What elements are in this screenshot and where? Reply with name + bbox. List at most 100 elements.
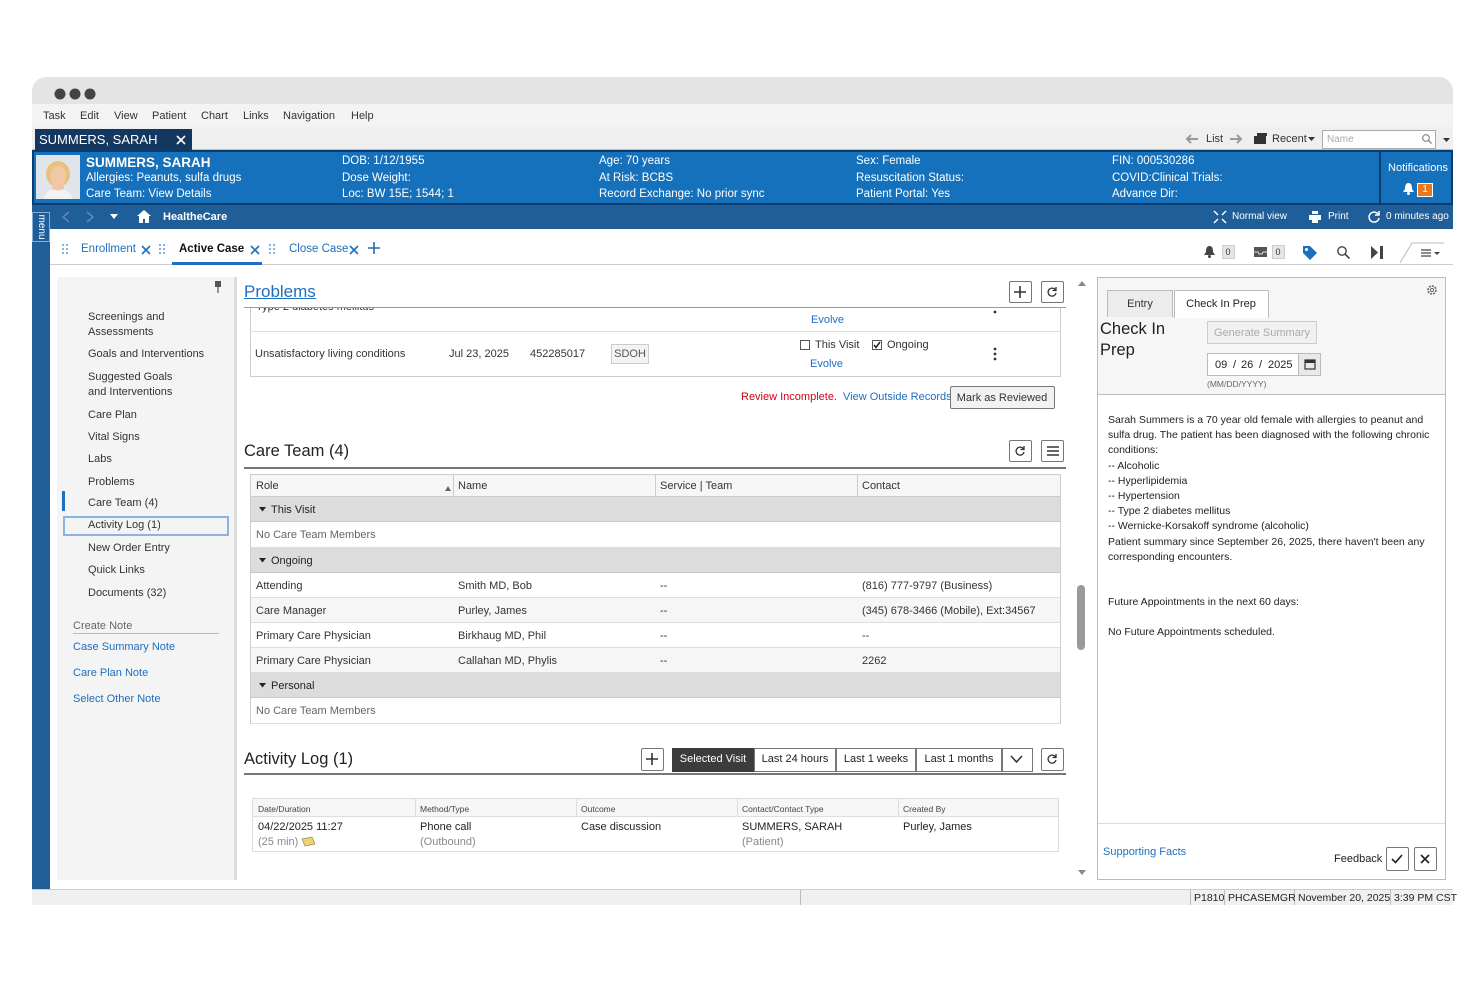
menu-item[interactable]: Help: [351, 110, 374, 122]
exit-icon[interactable]: [1371, 246, 1384, 259]
recent-button[interactable]: Recent: [1272, 133, 1307, 145]
note-link[interactable]: Care Plan Note: [73, 667, 149, 679]
row: [251, 648, 1060, 673]
problem-link[interactable]: Evolve: [810, 358, 844, 370]
note-link[interactable]: Case Summary Note: [73, 641, 176, 653]
nav-item[interactable]: Activity Log (1): [88, 519, 161, 531]
thumb-x[interactable]: [1420, 854, 1430, 864]
case-tab[interactable]: Close Case: [289, 243, 349, 255]
banner-field[interactable]: Care Team: View Details: [86, 188, 212, 200]
filter-label[interactable]: Last 1 weeks: [843, 753, 909, 765]
refresh-status[interactable]: 0 minutes ago: [1386, 211, 1449, 222]
button[interactable]: [1041, 748, 1064, 771]
plus-icon[interactable]: [368, 242, 380, 254]
panel-tab-label[interactable]: Entry: [1127, 298, 1153, 310]
filter-button[interactable]: [754, 748, 836, 772]
close-icon[interactable]: [349, 245, 359, 255]
nav-active-indicator: [62, 491, 65, 511]
filter-button[interactable]: [916, 748, 1002, 772]
normal-view-button[interactable]: Normal view: [1232, 211, 1288, 222]
outside-records-link[interactable]: View Outside Records: [843, 391, 952, 403]
plus-icon[interactable]: [646, 753, 658, 765]
nav-item[interactable]: Care Team (4): [88, 497, 159, 509]
nav-item[interactable]: Care Plan: [88, 409, 137, 421]
filter-button[interactable]: [836, 748, 916, 772]
section-title[interactable]: Problems: [244, 282, 316, 301]
kebab[interactable]: [993, 347, 997, 361]
nav-item[interactable]: Goals and Interventions: [88, 348, 205, 360]
patient-tab[interactable]: [35, 129, 192, 150]
checkbox[interactable]: [800, 340, 810, 350]
menu-item[interactable]: Patient: [152, 110, 187, 122]
nav-item[interactable]: Vital Signs: [88, 431, 140, 443]
menu-item[interactable]: Task: [43, 110, 66, 122]
scroll-thumb[interactable]: [1077, 585, 1085, 650]
filter-label[interactable]: Last 24 hours: [761, 753, 829, 765]
menu-toggle-label[interactable]: menu: [36, 214, 47, 240]
nav-item[interactable]: Screenings and Assessments: [88, 310, 165, 338]
refresh-icon[interactable]: [1047, 754, 1057, 764]
button[interactable]: [1041, 281, 1064, 303]
menu-toggle[interactable]: [32, 212, 50, 242]
button[interactable]: [1009, 440, 1032, 462]
tag-icon[interactable]: [1303, 246, 1317, 260]
scroll-up[interactable]: [1078, 281, 1086, 286]
cell: (345) 678-3466 (Mobile), Ext:34567: [862, 605, 1036, 617]
home-link[interactable]: HealtheCare: [163, 211, 228, 223]
refresh-icon[interactable]: [1015, 446, 1025, 456]
close-icon[interactable]: [176, 135, 186, 145]
close-icon[interactable]: [141, 245, 151, 255]
nav-section-label: Create Note: [73, 620, 133, 632]
menu-item[interactable]: Edit: [80, 110, 99, 122]
plus-icon[interactable]: [1014, 286, 1026, 298]
panel-tab[interactable]: [1107, 290, 1173, 317]
filter-dropdown[interactable]: [1002, 748, 1033, 772]
button[interactable]: [950, 386, 1055, 409]
note-link[interactable]: Select Other Note: [73, 693, 161, 705]
calendar-button[interactable]: [1298, 353, 1321, 376]
problem-link[interactable]: Evolve: [811, 314, 845, 326]
filter-label[interactable]: Last 1 months: [924, 753, 994, 765]
notifications-panel[interactable]: [1379, 152, 1451, 203]
row: [251, 573, 1060, 598]
panel-tab-active[interactable]: [1174, 290, 1269, 318]
bell-icon[interactable]: [1204, 246, 1215, 258]
list-button[interactable]: List: [1206, 133, 1224, 145]
menu-item[interactable]: Chart: [201, 110, 228, 122]
print-button[interactable]: Print: [1328, 211, 1349, 222]
gear-icon[interactable]: [1426, 284, 1438, 296]
nav-item[interactable]: Problems: [88, 476, 135, 488]
menu-item[interactable]: View: [114, 110, 138, 122]
nav-back[interactable]: [61, 211, 70, 223]
search-icon[interactable]: [1337, 246, 1351, 260]
menu-item[interactable]: Navigation: [283, 110, 335, 122]
nav-forward[interactable]: [86, 211, 95, 223]
search-input[interactable]: [1322, 130, 1436, 149]
nav-item[interactable]: Labs: [88, 453, 112, 465]
supporting-facts-link[interactable]: Supporting Facts: [1103, 846, 1187, 858]
case-tab[interactable]: Enrollment: [81, 243, 136, 255]
scroll-down[interactable]: [1078, 870, 1086, 875]
nav-item[interactable]: New Order Entry: [88, 542, 170, 554]
nav-item[interactable]: Suggested Goals and Interventions: [88, 370, 173, 398]
overflow-menu[interactable]: [1399, 242, 1444, 264]
nav-item[interactable]: Documents (32): [88, 587, 167, 599]
thumb-check[interactable]: [1391, 854, 1403, 864]
refresh-icon[interactable]: [1047, 287, 1057, 297]
pin-icon[interactable]: [214, 281, 222, 293]
case-tab-active[interactable]: Active Case: [179, 243, 245, 255]
close-icon[interactable]: [250, 245, 260, 255]
expand-caret: [259, 558, 266, 563]
home-icon[interactable]: [137, 210, 151, 223]
filter-label[interactable]: Selected Visit: [679, 753, 747, 765]
nav-item[interactable]: Quick Links: [88, 564, 145, 576]
cell: Phone call: [420, 821, 472, 833]
menu-item[interactable]: Links: [243, 110, 269, 122]
back-arrow[interactable]: [1185, 134, 1199, 144]
forward-arrow[interactable]: [1229, 134, 1243, 144]
summary-line: -- Type 2 diabetes mellitus: [1108, 505, 1231, 518]
panel-tab-label[interactable]: Check In Prep: [1186, 298, 1256, 310]
inbox-icon[interactable]: [1254, 247, 1267, 257]
cell: Care Manager: [256, 605, 327, 617]
filter-button[interactable]: [672, 748, 754, 772]
